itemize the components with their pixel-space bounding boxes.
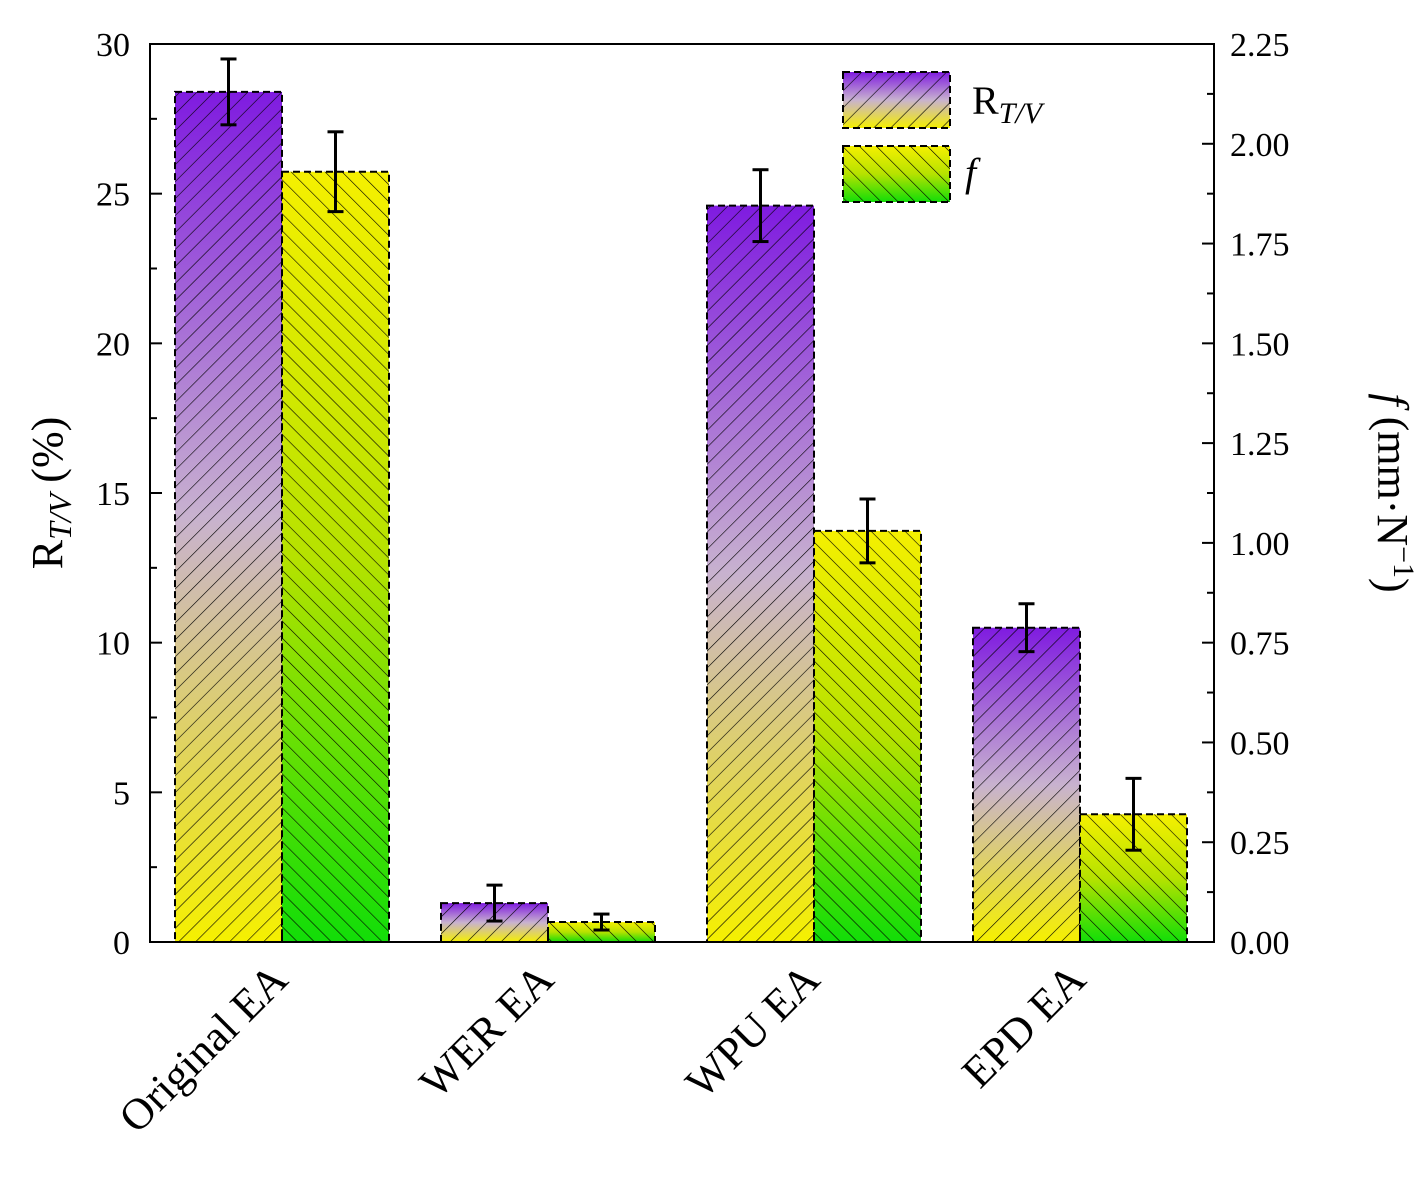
left-axis-ticks: 0 5 10 15 20 25 30: [96, 27, 162, 962]
category-label: EPD EA: [952, 954, 1095, 1097]
left-tick-label: 0: [113, 925, 130, 962]
bars-layer: [174, 90, 1188, 944]
category-label: WER EA: [410, 954, 563, 1107]
right-tick-label: 0.25: [1230, 825, 1290, 862]
left-tick-label: 5: [113, 775, 130, 812]
bar-f: [813, 529, 922, 943]
right-tick-label: 2.00: [1230, 127, 1290, 164]
bar-rtv: [174, 90, 283, 944]
legend-swatch-f-hatch: [842, 145, 951, 203]
left-tick-label: 30: [96, 27, 130, 64]
left-tick-label: 10: [96, 626, 130, 663]
left-axis-title: RT/V (%): [23, 417, 78, 570]
category-label: Original EA: [109, 954, 297, 1142]
legend-label-f: f: [965, 150, 981, 195]
category-labels: Original EA WER EA WPU EA EPD EA: [109, 954, 1095, 1142]
right-tick-label: 1.00: [1230, 526, 1290, 563]
right-tick-label: 1.25: [1230, 426, 1290, 463]
right-tick-label: 1.50: [1230, 326, 1290, 363]
right-tick-label: 1.75: [1230, 227, 1290, 264]
error-bars-layer: [220, 57, 1142, 932]
right-tick-label: 2.25: [1230, 27, 1290, 64]
left-tick-label: 25: [96, 177, 130, 214]
right-tick-label: 0.75: [1230, 626, 1290, 663]
legend: RT/V f: [842, 71, 1046, 203]
right-tick-label: 0.00: [1230, 925, 1290, 962]
legend-label-rtv: RT/V: [972, 78, 1046, 130]
x-axis-ticks: [281, 932, 1081, 942]
right-axis-ticks: 0.00 0.25 0.50 0.75 1.00 1.25 1.50 1.75 2.00 2.25: [1202, 27, 1290, 962]
bar-rtv: [706, 204, 815, 943]
left-tick-label: 15: [96, 476, 130, 513]
right-axis-title: f (mm·N−1): [1368, 393, 1420, 592]
legend-swatch-rtv-hatch: [842, 71, 951, 129]
bar-f: [281, 170, 390, 943]
right-tick-label: 0.50: [1230, 725, 1290, 762]
bar-rtv: [972, 626, 1081, 943]
left-tick-label: 20: [96, 326, 130, 363]
category-label: WPU EA: [676, 954, 829, 1107]
